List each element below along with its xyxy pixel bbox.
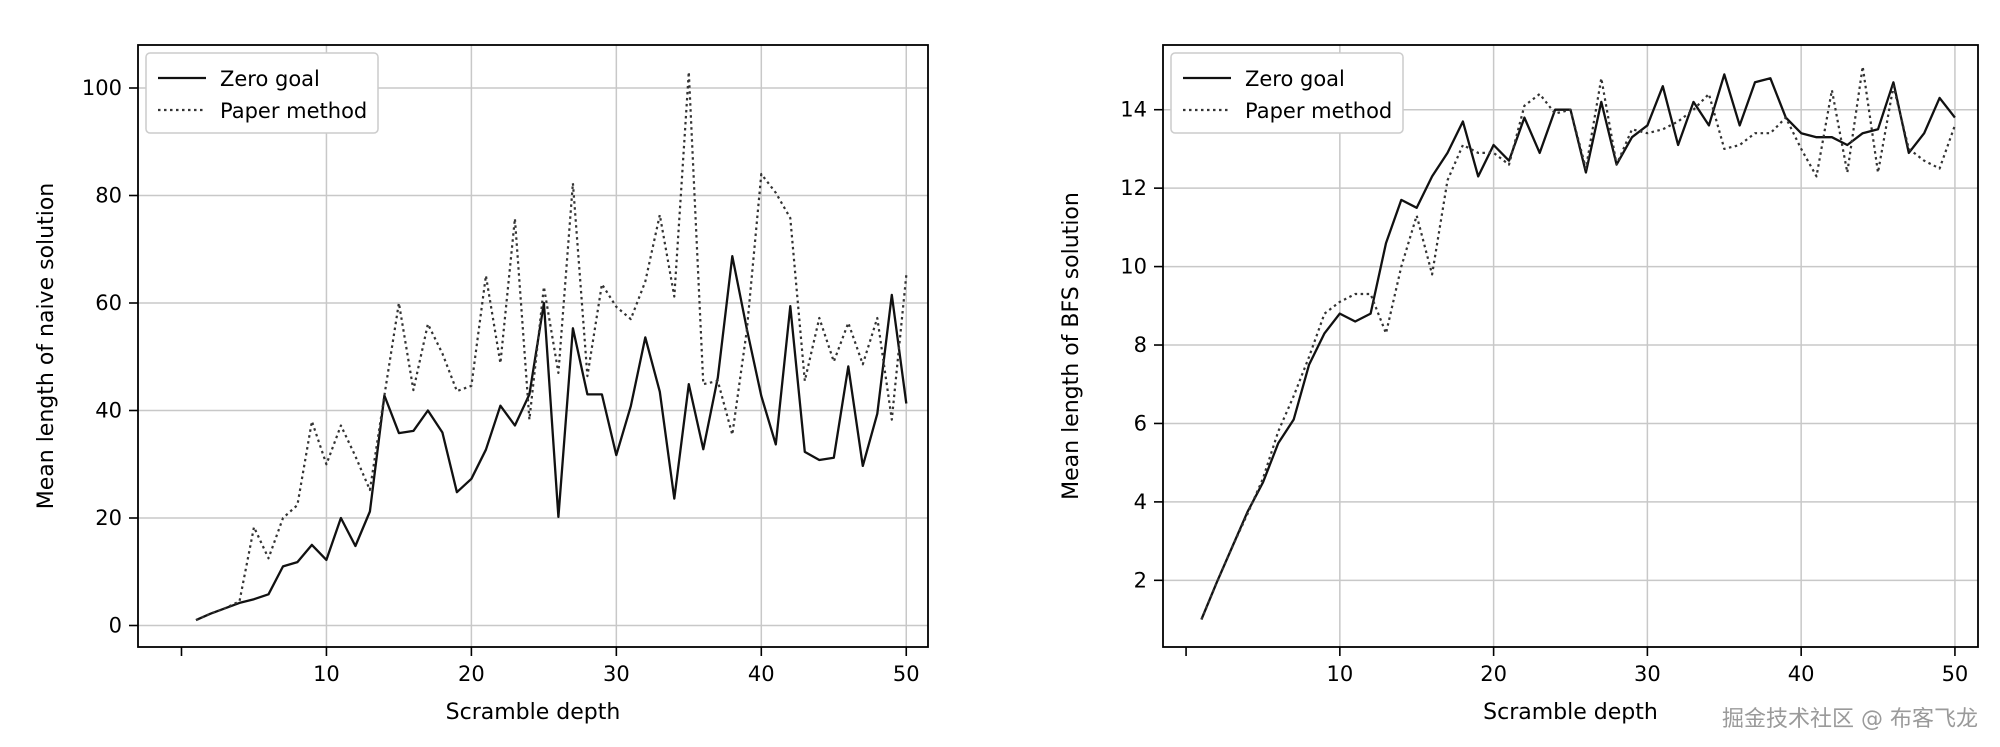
plot-frame [1162, 44, 1979, 648]
series-line-zero-goal [1200, 73, 1956, 620]
y-tick-label: 60 [95, 291, 122, 315]
y-tick-label: 40 [95, 399, 122, 423]
x-axis-label: Scramble depth [1483, 700, 1658, 725]
x-tick-label: 40 [748, 662, 775, 686]
x-tick-label: 20 [1480, 662, 1507, 686]
legend-box [145, 52, 379, 134]
x-axis-label: Scramble depth [446, 700, 621, 725]
x-tick-label: 10 [1326, 662, 1353, 686]
x-tick-label: 30 [603, 662, 630, 686]
legend-label: Paper method [220, 99, 367, 123]
y-tick-label: 80 [95, 184, 122, 208]
y-tick-label: 0 [109, 614, 122, 638]
x-tick-label: 10 [313, 662, 340, 686]
y-tick-label: 10 [1120, 255, 1147, 279]
y-tick-label: 8 [1134, 333, 1147, 357]
series-line-paper-method [195, 70, 908, 622]
legend: Zero goal Paper method [145, 52, 379, 134]
y-tick-label: 12 [1120, 176, 1147, 200]
x-tick-label: 30 [1634, 662, 1661, 686]
y-tick-label: 6 [1134, 411, 1147, 435]
legend: Zero goal Paper method [1170, 52, 1404, 134]
x-tick-label: 40 [1788, 662, 1815, 686]
y-axis-label: Mean length of naive solution [34, 183, 59, 509]
chart-left-naive: 10 20 30 40 50 0 20 40 60 80 100 Scramble depth Mean… [34, 44, 929, 725]
watermark-text: 掘金技术社区 @ 布客飞龙 [1722, 707, 1978, 732]
y-tick-label: 4 [1134, 490, 1147, 514]
series-line-zero-goal [195, 255, 908, 622]
y-tick-label: 14 [1120, 98, 1147, 122]
x-tick-label: 50 [1942, 662, 1969, 686]
series-line-paper-method [1200, 65, 1956, 620]
y-tick-label: 20 [95, 506, 122, 530]
x-tick-label: 20 [458, 662, 485, 686]
chart-right-bfs: 10 20 30 40 50 2 4 6 8 10 12 14 Scramble depth Mean l… [1059, 44, 1979, 725]
legend-label: Zero goal [220, 67, 320, 91]
legend-label: Paper method [1245, 99, 1392, 123]
y-tick-label: 100 [82, 76, 122, 100]
legend-label: Zero goal [1245, 67, 1345, 91]
y-tick-label: 2 [1134, 568, 1147, 592]
legend-box [1170, 52, 1404, 134]
y-axis-label: Mean length of BFS solution [1059, 192, 1084, 500]
plot-frame [137, 44, 929, 648]
x-tick-label: 50 [893, 662, 920, 686]
